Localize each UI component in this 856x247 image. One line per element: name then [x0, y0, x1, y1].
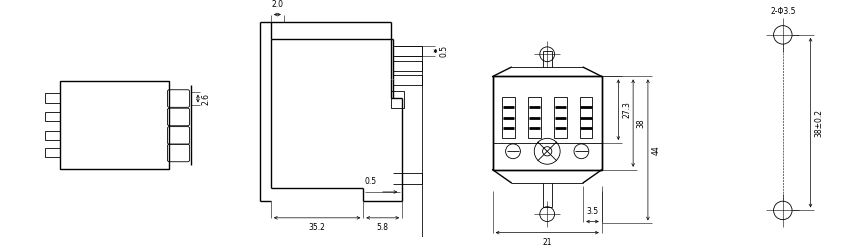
Bar	[60, 81, 169, 169]
Text: 21: 21	[543, 238, 552, 247]
Text: 38±0.2: 38±0.2	[814, 109, 823, 137]
Text: 27.3: 27.3	[622, 101, 631, 118]
Bar	[45, 131, 60, 140]
Bar	[554, 97, 567, 138]
Bar	[528, 97, 541, 138]
Bar	[493, 77, 602, 170]
Bar	[391, 91, 404, 108]
Bar	[45, 93, 60, 103]
Text: 2-Φ3.5: 2-Φ3.5	[770, 7, 795, 16]
Text: 2.6: 2.6	[202, 93, 211, 104]
Text: 38: 38	[637, 118, 645, 128]
Bar	[580, 97, 592, 138]
Bar	[45, 148, 60, 157]
Bar	[45, 112, 60, 121]
Text: 35.2: 35.2	[309, 223, 325, 232]
Text: 2.0: 2.0	[271, 0, 283, 9]
Text: 3.5: 3.5	[586, 207, 598, 216]
Text: 0.5: 0.5	[365, 177, 377, 186]
Text: 0.5: 0.5	[439, 45, 448, 57]
Bar	[502, 97, 514, 138]
Text: 44: 44	[651, 145, 661, 155]
Text: 5.8: 5.8	[377, 223, 389, 232]
